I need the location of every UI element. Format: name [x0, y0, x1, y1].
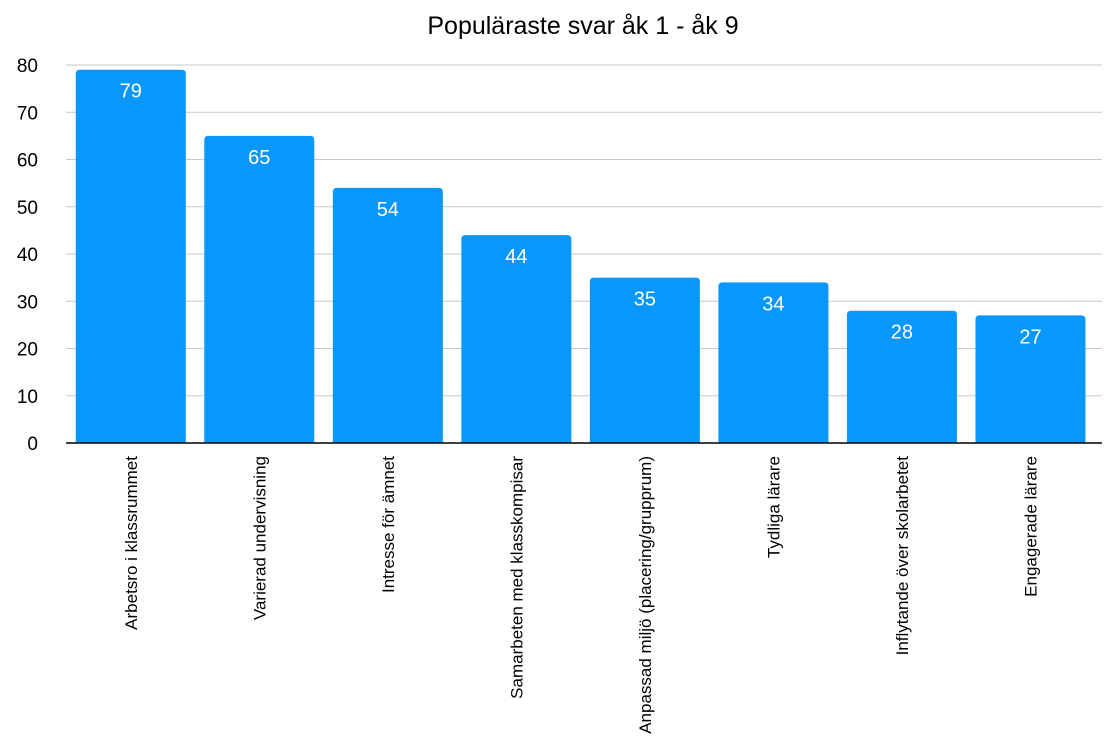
x-category-label: Engagerade lärare	[1021, 456, 1040, 597]
bar	[589, 277, 700, 443]
bar	[332, 187, 443, 443]
y-tick-label: 0	[27, 434, 38, 455]
bar-value-label: 54	[377, 199, 399, 221]
y-tick-label: 60	[17, 151, 38, 172]
bar-value-label: 44	[505, 246, 527, 268]
bar-value-label: 34	[762, 293, 784, 315]
bar	[975, 315, 1086, 443]
x-category-label: Intresse för ämnet	[379, 456, 398, 593]
chart-title: Populäraste svar åk 1 - åk 9	[427, 12, 739, 40]
bar-value-label: 28	[891, 322, 913, 344]
y-tick-label: 70	[17, 103, 38, 124]
bar	[461, 235, 572, 443]
bar	[204, 135, 315, 443]
y-tick-label: 50	[17, 198, 38, 219]
bar-value-label: 79	[120, 81, 142, 103]
y-tick-label: 10	[17, 387, 38, 408]
bar	[718, 282, 829, 443]
bar	[75, 69, 186, 443]
x-category-label: Inflytande över skolarbetet	[893, 456, 912, 656]
x-category-label: Tydliga lärare	[764, 456, 783, 558]
bar-value-label: 27	[1019, 326, 1041, 348]
x-category-label: Samarbeten med klasskompisar	[507, 456, 526, 699]
bar-value-label: 65	[248, 147, 270, 169]
y-tick-label: 20	[17, 340, 38, 361]
y-tick-label: 40	[17, 245, 38, 266]
y-tick-label: 80	[17, 56, 38, 77]
bar-value-label: 35	[634, 289, 656, 311]
y-tick-label: 30	[17, 292, 38, 313]
x-category-label: Varierad undervisning	[250, 456, 269, 620]
bar	[846, 310, 957, 443]
x-category-label: Anpassad miljö (placering/grupprum)	[636, 456, 655, 734]
x-category-label: Arbetsro i klassrummet	[122, 456, 141, 630]
